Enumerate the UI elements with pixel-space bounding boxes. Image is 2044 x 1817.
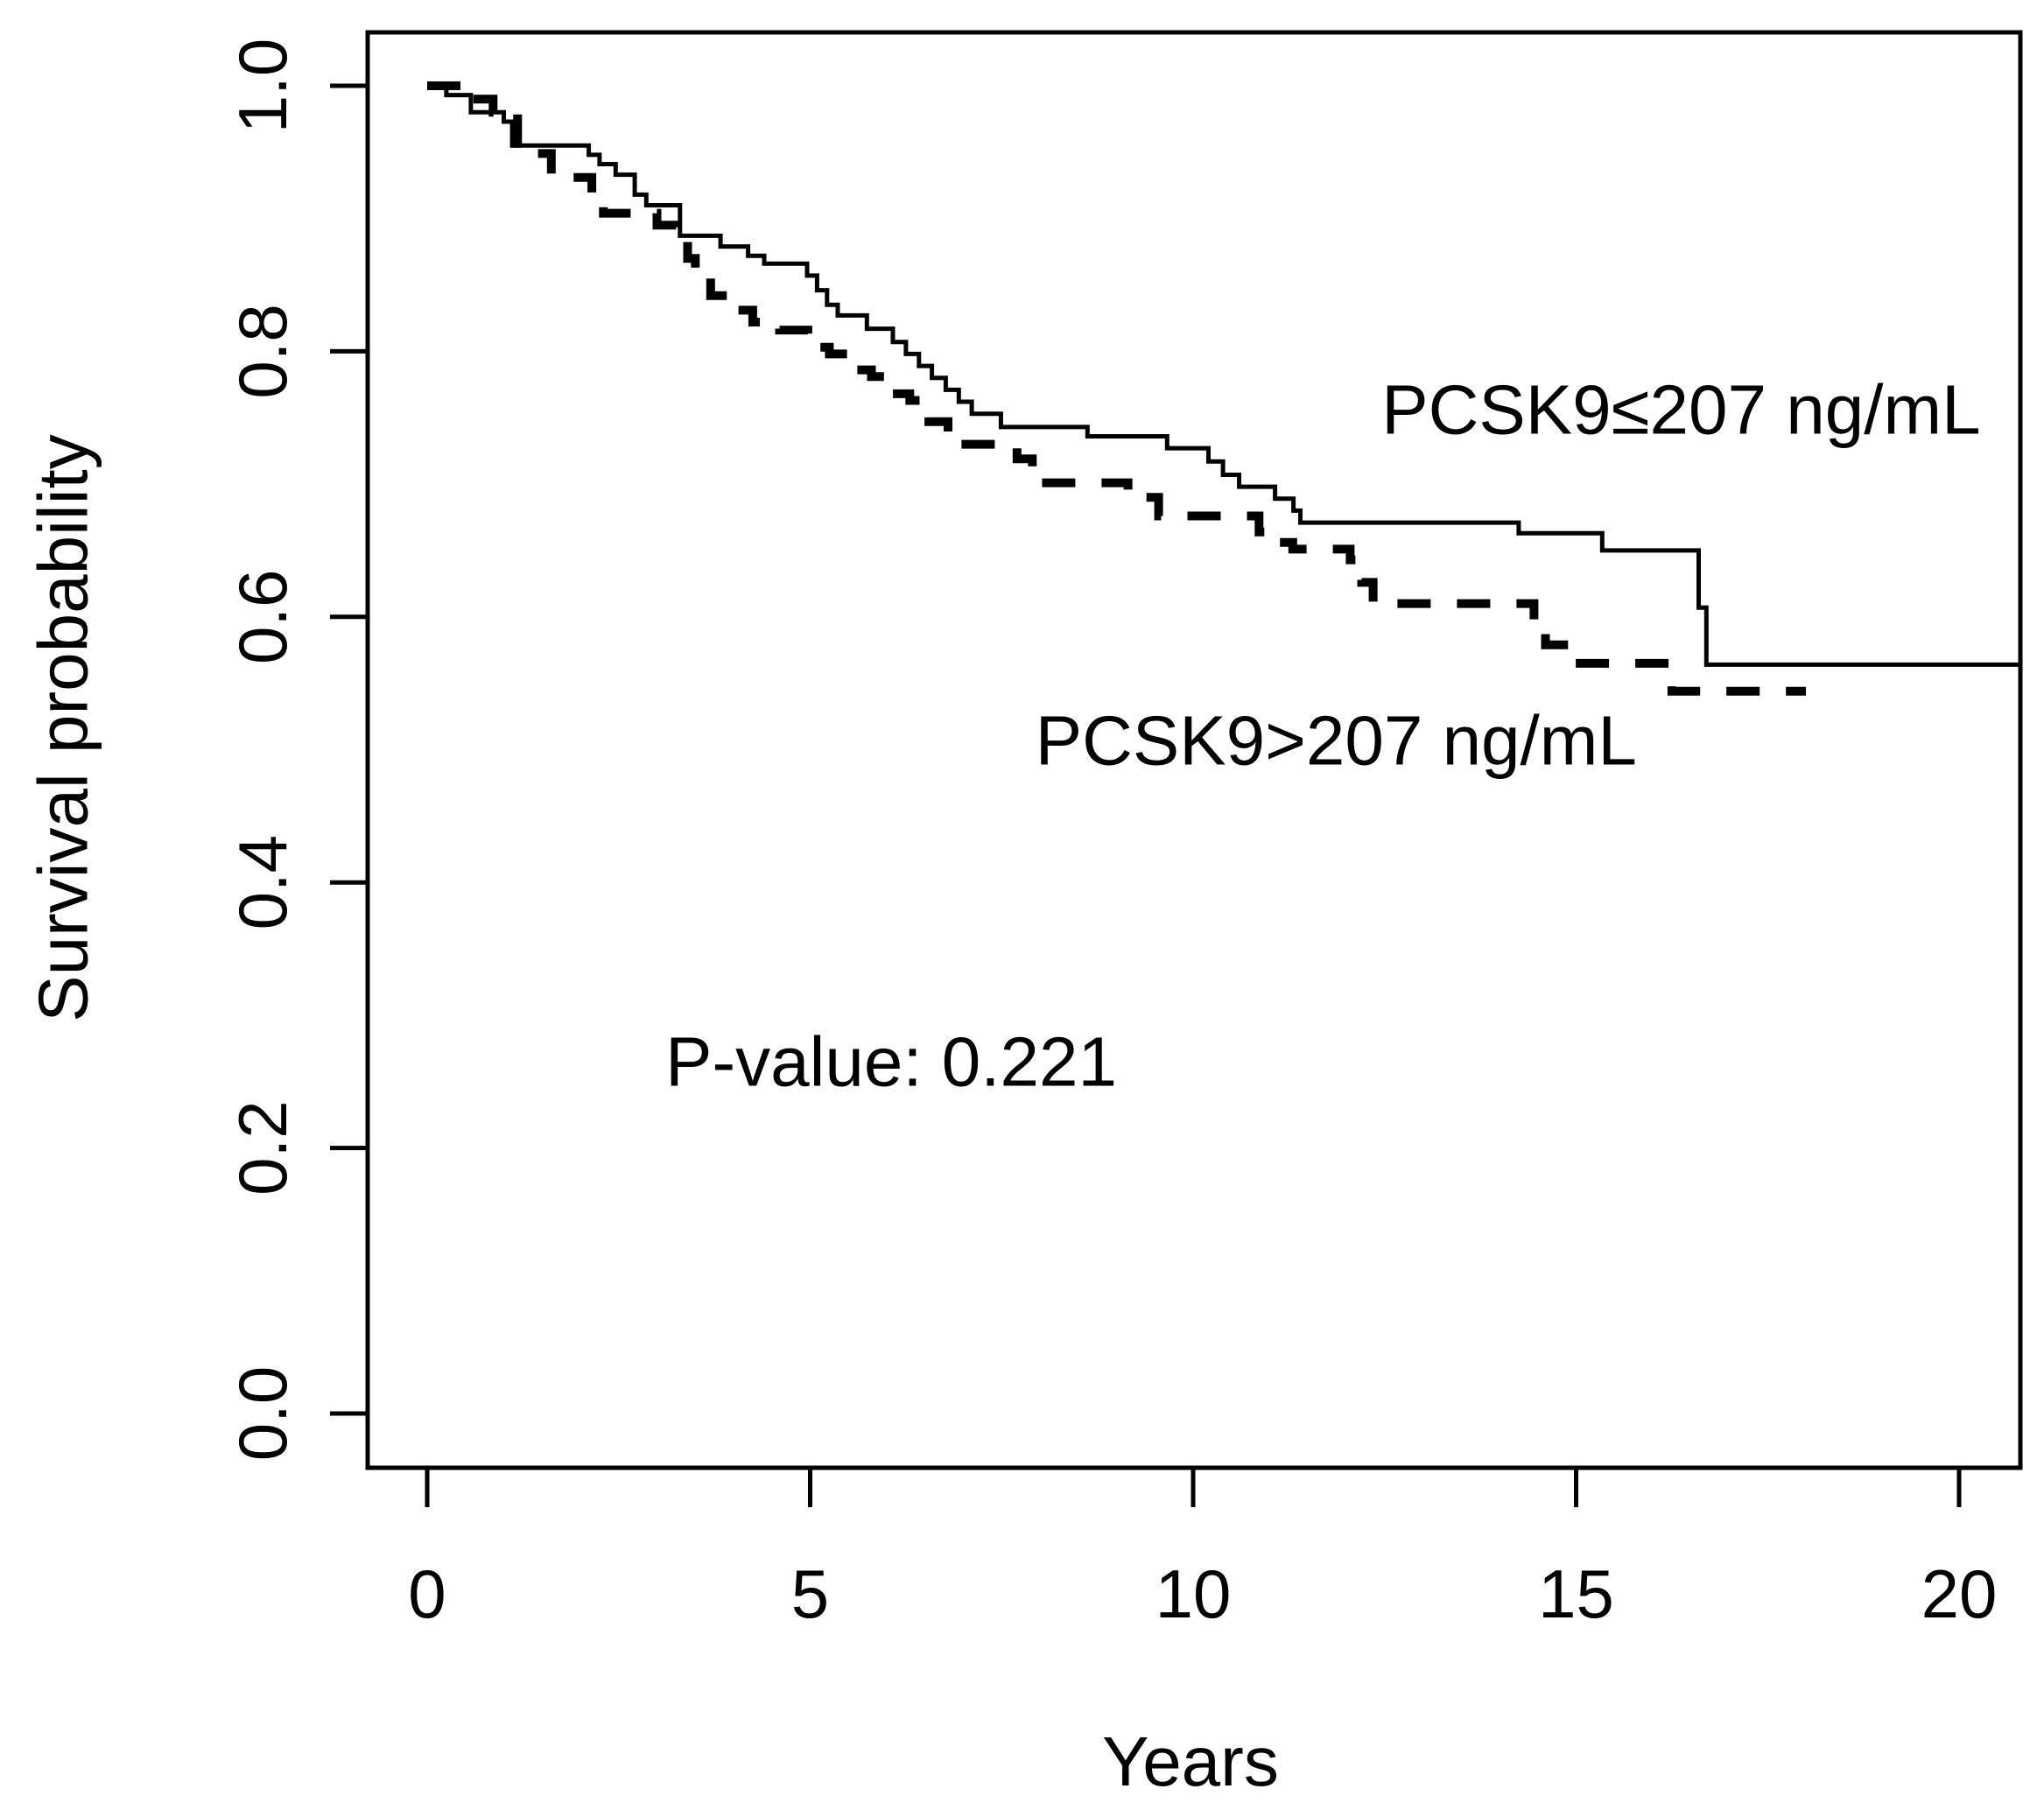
y-tick-label: 0.0 [224, 1366, 301, 1461]
y-tick-label: 1.0 [224, 39, 301, 133]
p-value-label: P-value: 0.221 [665, 1023, 1117, 1101]
y-tick-label: 0.6 [224, 570, 301, 664]
x-axis-title: Years [1102, 1722, 1279, 1800]
survival-curves [427, 81, 2020, 696]
y-tick-label: 0.8 [224, 304, 301, 398]
y-axis-title: Survival probability [25, 434, 102, 1021]
curve-label-pcsk9-gt-207: PCSK9>207 ng/mL [1036, 701, 1637, 779]
x-axis-ticks: 0 5 10 15 20 [408, 1468, 1997, 1632]
x-tick-label: 15 [1538, 1555, 1614, 1632]
x-tick-label: 0 [408, 1555, 446, 1632]
km-curve-pcsk9-le-207 [427, 83, 2020, 667]
km-curve-pcsk9-gt-207 [427, 81, 1806, 696]
x-tick-label: 10 [1155, 1555, 1232, 1632]
curve-label-pcsk9-le-207: PCSK9≤207 ng/mL [1381, 371, 1980, 449]
y-axis-ticks: 0.0 0.2 0.4 0.6 0.8 1.0 [224, 39, 368, 1461]
y-tick-label: 0.2 [224, 1100, 301, 1195]
x-tick-label: 20 [1921, 1555, 1998, 1632]
x-tick-label: 5 [791, 1555, 829, 1632]
axis-title-layer: Years Survival probability [25, 434, 1279, 1800]
y-tick-label: 0.4 [224, 835, 301, 930]
annotation-layer: PCSK9≤207 ng/mL PCSK9>207 ng/mL P-value:… [665, 371, 1980, 1101]
